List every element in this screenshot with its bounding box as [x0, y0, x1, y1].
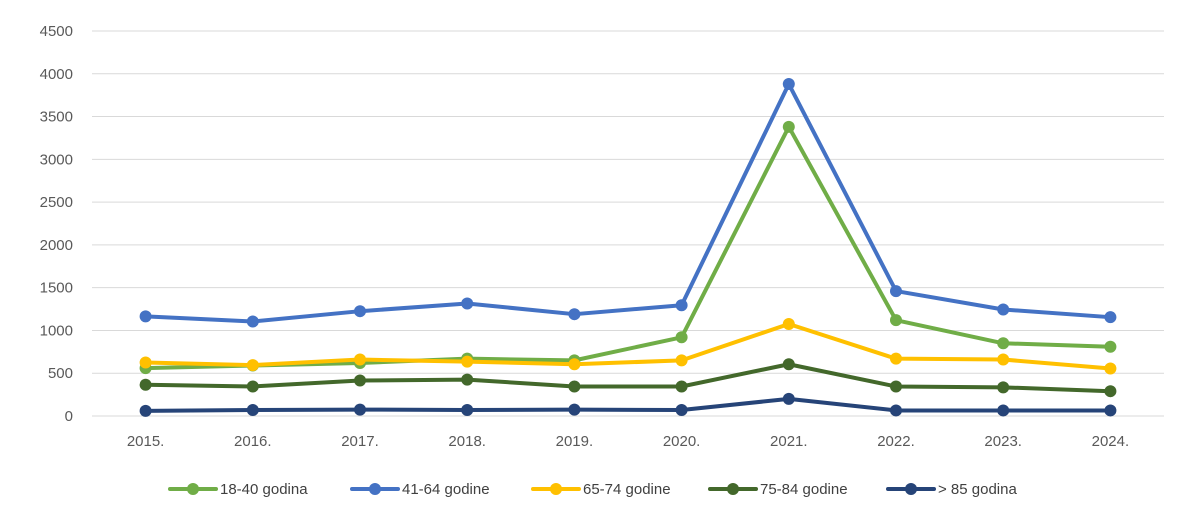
- series-4: [139, 392, 1117, 417]
- data-point: [246, 404, 259, 417]
- data-point: [354, 374, 366, 387]
- data-point: [568, 380, 581, 393]
- legend-label: 18-40 godina: [220, 481, 308, 498]
- data-point: [997, 303, 1010, 316]
- data-point: [139, 356, 152, 369]
- data-point: [461, 373, 474, 386]
- data-point: [1104, 385, 1117, 398]
- series-0: [139, 120, 1117, 375]
- x-tick-label: 2015.: [127, 433, 165, 450]
- series-3: [139, 358, 1117, 398]
- data-point: [354, 305, 366, 318]
- data-point: [246, 380, 259, 393]
- series-line: [143, 396, 1113, 413]
- data-point: [997, 337, 1010, 350]
- data-point: [1104, 311, 1117, 324]
- data-point: [675, 380, 688, 393]
- data-point: [782, 78, 795, 91]
- data-point: [890, 404, 902, 417]
- data-point: [461, 297, 474, 310]
- y-tick-label: 3000: [40, 151, 73, 168]
- x-tick-label: 2018.: [448, 433, 486, 450]
- legend-item: 75-84 godine: [708, 481, 848, 498]
- legend-marker: [550, 483, 562, 495]
- data-point: [782, 392, 795, 405]
- data-point: [1104, 404, 1117, 417]
- x-tick-label: 2023.: [984, 433, 1022, 450]
- legend-item: > 85 godina: [886, 481, 1017, 498]
- data-point: [782, 358, 795, 371]
- series-lines: [139, 78, 1117, 417]
- y-tick-label: 3500: [40, 109, 73, 126]
- gridlines: [92, 30, 1164, 417]
- y-tick-label: 1500: [40, 280, 73, 297]
- data-point: [354, 403, 366, 416]
- y-tick-label: 4000: [40, 66, 73, 83]
- data-point: [568, 358, 581, 371]
- series-line: [143, 322, 1113, 371]
- x-tick-label: 2017.: [341, 433, 379, 450]
- legend-item: 41-64 godine: [350, 481, 490, 498]
- y-tick-label: 1000: [40, 322, 73, 339]
- x-tick-label: 2020.: [663, 433, 701, 450]
- data-point: [675, 299, 688, 312]
- legend-item: 18-40 godina: [168, 481, 308, 498]
- data-point: [890, 314, 902, 327]
- series-1: [139, 78, 1117, 328]
- series-2: [139, 318, 1117, 375]
- data-point: [139, 310, 152, 323]
- series-line: [143, 124, 1113, 371]
- x-tick-label: 2019.: [556, 433, 594, 450]
- legend-marker: [727, 483, 739, 495]
- legend-label: 75-84 godine: [760, 481, 848, 498]
- legend-item: 65-74 godine: [531, 481, 671, 498]
- data-point: [461, 404, 474, 417]
- legend-label: > 85 godina: [938, 481, 1017, 498]
- data-point: [1104, 362, 1117, 375]
- data-point: [997, 381, 1010, 394]
- legend-marker: [369, 483, 381, 495]
- data-point: [461, 355, 474, 368]
- data-point: [1104, 340, 1117, 353]
- y-tick-label: 2500: [40, 194, 73, 211]
- data-point: [246, 359, 259, 372]
- series-line: [143, 362, 1113, 394]
- data-point: [997, 404, 1010, 417]
- legend-marker: [187, 483, 199, 495]
- legend-label: 65-74 godine: [583, 481, 671, 498]
- data-point: [890, 352, 902, 365]
- y-axis-tick-labels: 0 500 1000 1500 2000 2500 3000 3500 4000 4500: [40, 23, 73, 425]
- data-point: [675, 354, 688, 367]
- data-point: [782, 318, 795, 331]
- y-tick-label: 4500: [40, 23, 73, 40]
- x-tick-label: 2016.: [234, 433, 272, 450]
- data-point: [675, 331, 688, 344]
- data-point: [568, 403, 581, 416]
- data-point: [139, 404, 152, 417]
- x-tick-label: 2021.: [770, 433, 808, 450]
- data-point: [782, 120, 795, 133]
- data-point: [568, 308, 581, 321]
- data-point: [890, 285, 902, 298]
- legend: 18-40 godina 41-64 godine 65-74 godine 75-8…: [168, 481, 1017, 498]
- x-tick-label: 2024.: [1092, 433, 1130, 450]
- series-line: [143, 82, 1113, 324]
- data-point: [890, 380, 902, 393]
- x-axis-tick-labels: 2015. 2016. 2017. 2018. 2019. 2020. 2021. 2022.…: [127, 433, 1129, 450]
- data-point: [354, 353, 366, 366]
- y-tick-label: 2000: [40, 237, 73, 254]
- legend-marker: [905, 483, 917, 495]
- legend-label: 41-64 godine: [402, 481, 490, 498]
- data-point: [675, 404, 688, 417]
- data-point: [997, 353, 1010, 366]
- data-point: [139, 378, 152, 391]
- y-tick-label: 500: [48, 365, 73, 382]
- data-point: [246, 315, 259, 328]
- x-tick-label: 2022.: [877, 433, 915, 450]
- y-tick-label: 0: [65, 408, 73, 425]
